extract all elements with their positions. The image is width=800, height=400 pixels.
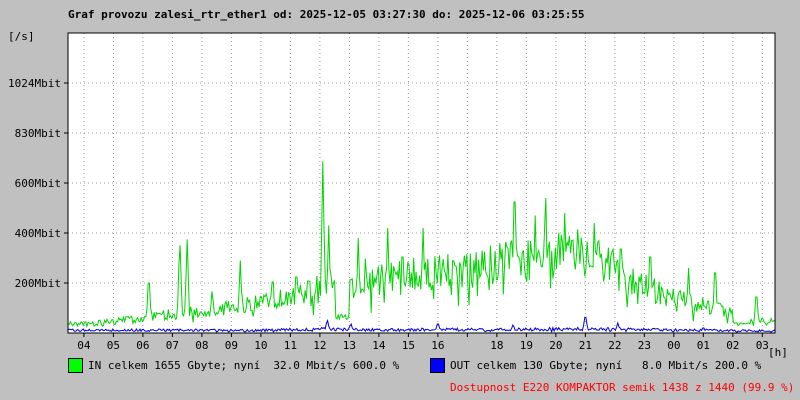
in-legend-swatch [68,358,83,373]
x-tick-label: 02 [726,339,739,352]
plot-frame [67,32,776,334]
y-tick-label: 830Mbit [15,127,61,140]
x-tick-label: 20 [549,339,562,352]
x-tick-label: 12 [313,339,326,352]
x-axis-unit-label: [h] [768,346,788,359]
out-traffic-trace [67,316,775,334]
x-tick-label: 23 [638,339,651,352]
y-tick-label: 200Mbit [15,277,61,290]
x-tick-label: 00 [667,339,680,352]
x-tick-label: 19 [520,339,533,352]
x-tick-label: 11 [284,339,297,352]
x-tick-label: 06 [136,339,149,352]
x-tick-label: 08 [195,339,208,352]
y-tick-label: 1024Mbit [8,77,61,90]
graph-title: Graf provozu zalesi_rtr_ether1 od: 2025-… [68,8,585,21]
x-tick-label: 13 [343,339,356,352]
x-tick-label: 01 [697,339,710,352]
x-tick-label: 18 [490,339,503,352]
x-tick-label: 07 [166,339,179,352]
y-axis-unit-label: [/s] [8,30,35,43]
x-tick-label: 09 [225,339,238,352]
x-tick-label: 03 [756,339,769,352]
x-tick-label: 15 [402,339,415,352]
in-legend-label: IN celkem 1655 Gbyte; nyní 32.0 Mbit/s 6… [88,359,400,372]
availability-text: Dostupnost E220 KOMPAKTOR semik 1438 z 1… [450,381,795,394]
in-traffic-trace [67,161,775,329]
x-tick-label: 16 [431,339,444,352]
x-tick-label: 22 [608,339,621,352]
x-tick-label: 21 [579,339,592,352]
out-legend-swatch [430,358,445,373]
out-legend-label: OUT celkem 130 Gbyte; nyní 8.0 Mbit/s 20… [450,359,762,372]
x-tick-label: 04 [77,339,91,352]
x-tick-label: 10 [254,339,267,352]
x-tick-label: 14 [372,339,386,352]
y-tick-label: 600Mbit [15,177,61,190]
y-tick-label: 400Mbit [15,227,61,240]
x-tick-label: 05 [107,339,120,352]
